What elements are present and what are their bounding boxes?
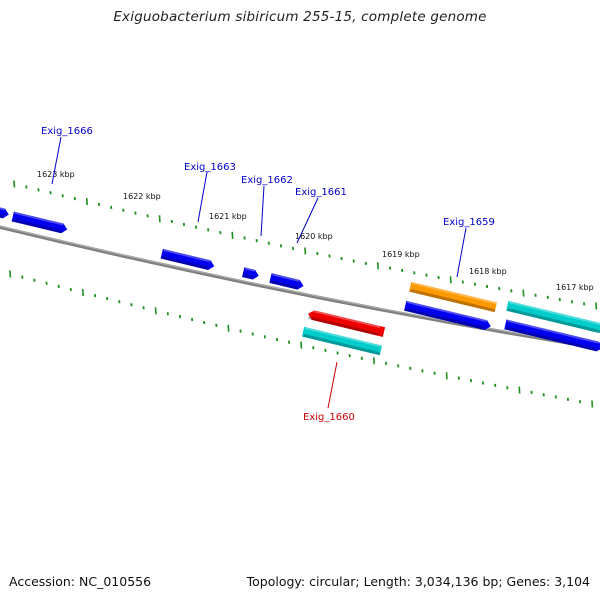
kbp-label: 1617 kbp xyxy=(556,283,594,292)
gene-arrow xyxy=(506,300,600,334)
gene-label-leader xyxy=(51,136,62,185)
backbone-line xyxy=(0,225,600,350)
gene-label-leader xyxy=(197,171,208,223)
gene-label-leader xyxy=(260,185,265,237)
gene-label-leader xyxy=(327,361,338,409)
kbp-label: 1618 kbp xyxy=(469,267,507,276)
gene-arrow xyxy=(242,267,259,280)
kbp-label: 1620 kbp xyxy=(295,232,333,241)
kbp-label: 1623 kbp xyxy=(37,170,75,179)
gene-arrow xyxy=(0,206,9,219)
gene-arrow xyxy=(504,319,600,352)
gene-label-exig-1666[interactable]: Exig_1666 xyxy=(41,126,93,137)
gene-label-exig-1663[interactable]: Exig_1663 xyxy=(184,162,236,173)
gene-arrow xyxy=(160,248,215,270)
gene-label-exig-1660[interactable]: Exig_1660 xyxy=(303,412,355,423)
gene-arrow xyxy=(404,300,491,330)
kbp-label: 1619 kbp xyxy=(382,250,420,259)
gene-arrow xyxy=(269,273,304,290)
gene-arrow xyxy=(301,326,383,356)
gene-label-exig-1661[interactable]: Exig_1661 xyxy=(295,187,347,198)
gene-label-exig-1662[interactable]: Exig_1662 xyxy=(241,175,293,186)
gene-arrow xyxy=(11,211,68,234)
genome-summary-text: Topology: circular; Length: 3,034,136 bp… xyxy=(246,574,590,589)
genome-backbone xyxy=(0,225,600,350)
gene-features xyxy=(0,206,600,356)
map-title: Exiguobacterium sibiricum 255-15, comple… xyxy=(113,9,487,25)
outer-tick-track xyxy=(13,180,598,310)
kbp-label: 1622 kbp xyxy=(123,192,161,201)
backbone-highlight xyxy=(0,225,600,348)
kbp-label: 1621 kbp xyxy=(209,212,247,221)
gene-arrow xyxy=(409,281,497,313)
inner-tick-track xyxy=(9,270,594,408)
kbp-labels: 1623 kbp 1622 kbp 1621 kbp 1620 kbp 1619 kbp… xyxy=(37,170,594,292)
gene-label-leader xyxy=(296,197,319,244)
accession-text: Accession: NC_010556 xyxy=(9,574,152,589)
gene-label-exig-1659[interactable]: Exig_1659 xyxy=(443,217,495,228)
gene-arrow xyxy=(307,309,386,337)
gene-label-leader xyxy=(456,227,467,278)
